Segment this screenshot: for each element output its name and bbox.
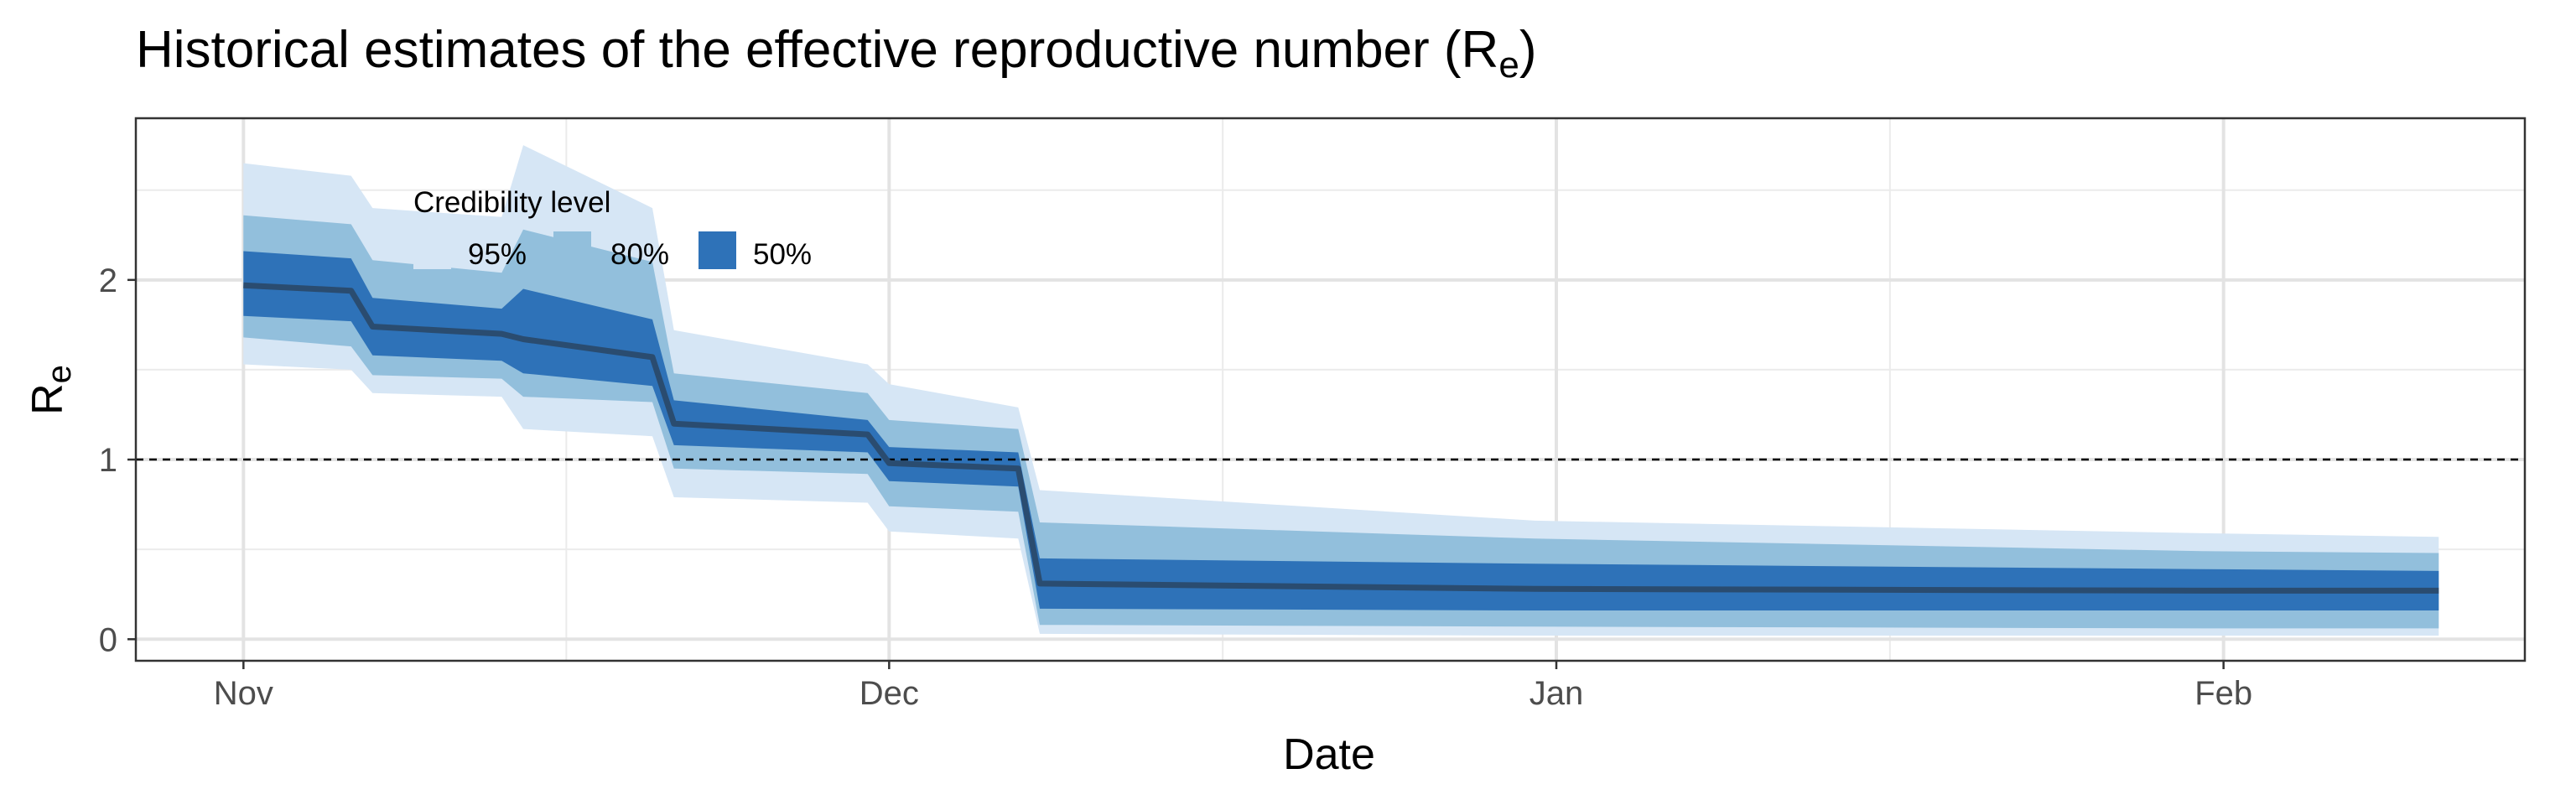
- chart-title-subscript: e: [1498, 44, 1519, 86]
- y-tick-label: 2: [99, 262, 117, 299]
- legend-swatch-80: [553, 231, 591, 269]
- legend-swatch-50: [699, 231, 736, 269]
- band-50: [243, 251, 2439, 610]
- legend-title: Credibility level: [413, 186, 610, 219]
- y-axis-title: Re: [23, 365, 78, 415]
- chart-title: Historical estimates of the effective re…: [136, 21, 1536, 86]
- x-tick-label: Jan: [1530, 675, 1584, 712]
- legend-label-80: 80%: [610, 238, 669, 271]
- x-axis: Nov Dec Jan Feb: [214, 661, 2252, 712]
- y-axis-title-subscript: e: [41, 365, 78, 383]
- y-axis: 0 1 2: [99, 262, 136, 658]
- y-axis-title-main: R: [23, 383, 72, 415]
- x-tick-label: Feb: [2194, 675, 2252, 712]
- legend: Credibility level 95% 80% 50%: [413, 186, 812, 271]
- x-tick-label: Dec: [860, 675, 919, 712]
- chart-title-suffix: ): [1519, 21, 1537, 79]
- x-tick-label: Nov: [214, 675, 273, 712]
- chart-title-main: Historical estimates of the effective re…: [136, 21, 1498, 79]
- x-axis-title: Date: [1283, 730, 1375, 779]
- median-line: [243, 282, 2439, 594]
- plot-border: [134, 117, 2527, 662]
- legend-swatch-95: [413, 231, 451, 269]
- legend-label-95: 95%: [468, 238, 527, 271]
- y-tick-label: 1: [99, 442, 117, 479]
- legend-label-50: 50%: [753, 238, 812, 271]
- y-tick-label: 0: [99, 621, 117, 658]
